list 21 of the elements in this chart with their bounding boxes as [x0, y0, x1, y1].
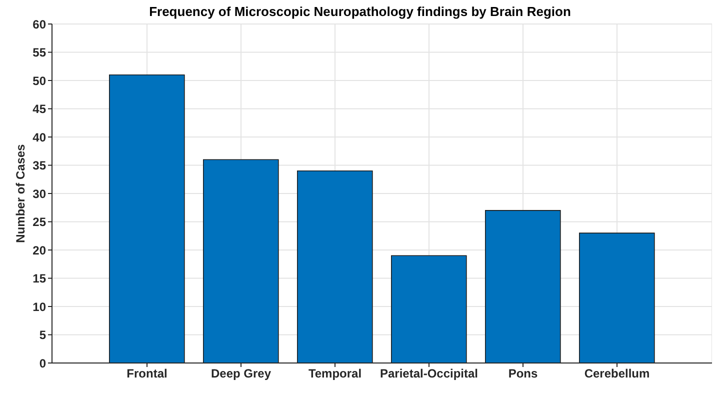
y-tick-label: 25	[32, 215, 46, 230]
y-tick-label: 20	[32, 243, 46, 258]
x-tick-label: Frontal	[126, 366, 168, 381]
y-tick-label: 30	[32, 186, 46, 201]
y-tick-label: 5	[39, 328, 46, 342]
y-tick-label: 35	[32, 158, 46, 173]
y-tick-label: 50	[32, 74, 46, 88]
y-tick-label: 10	[32, 300, 46, 314]
y-tick-label: 15	[32, 272, 46, 286]
x-tick-label: Pons	[508, 366, 538, 381]
y-tick-label: 60	[32, 17, 46, 32]
y-tick-label: 40	[32, 130, 46, 144]
chart-title: Frequency of Microscopic Neuropathology findings by Brain Region	[149, 4, 571, 19]
y-tick-label: 55	[32, 46, 46, 60]
y-tick-label: 0	[39, 356, 46, 370]
y-axis-title: Number of Cases	[13, 144, 28, 243]
x-tick-label: Parietal-Occipital	[380, 366, 478, 381]
x-tick-label: Deep Grey	[210, 366, 272, 381]
y-tick-label: 45	[32, 102, 46, 116]
x-tick-label: Temporal	[308, 366, 362, 381]
x-tick-label: Cerebellum	[584, 366, 650, 381]
